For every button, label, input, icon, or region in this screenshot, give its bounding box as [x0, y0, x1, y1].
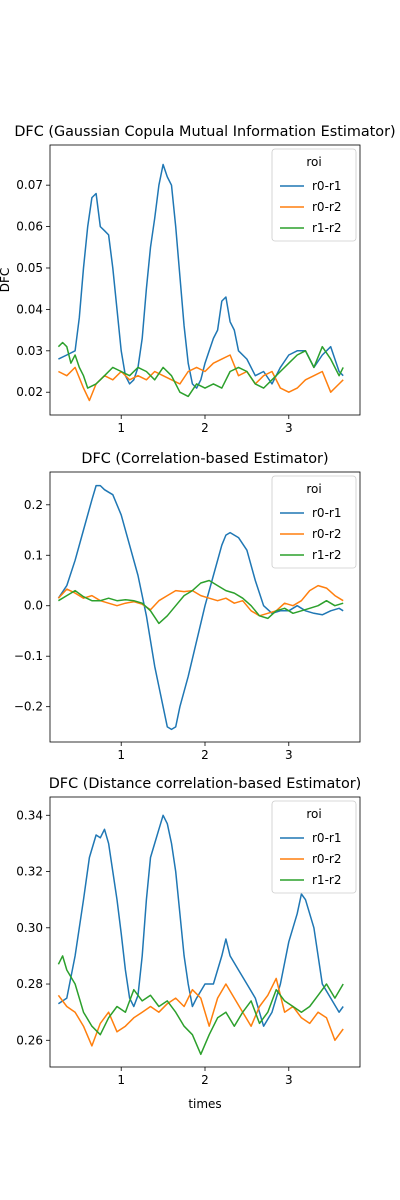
x-tick-label: 3 [285, 421, 293, 435]
y-axis-label: DFC [0, 268, 12, 293]
chart-panel-2: 1 2 3 −0.2 −0.1 0.0 0.1 0.2 DFC (Correlation-bas… [14, 451, 361, 762]
legend-title: roi [306, 807, 321, 821]
series-line-r0-r1 [58, 163, 344, 389]
x-axis-label: times [188, 1097, 221, 1111]
x-tick-label: 1 [117, 421, 125, 435]
y-tick-label: 0.30 [16, 921, 43, 935]
legend-box [271, 475, 357, 569]
legend: roi r0-r1 r0-r2 r1-r2 [271, 148, 357, 242]
x-tick-label: 2 [201, 748, 209, 762]
legend-label-r0-r2: r0-r2 [312, 200, 341, 214]
legend-label-r0-r1: r0-r1 [312, 831, 341, 845]
y-tick-label: 0.02 [16, 385, 43, 399]
y-tick-label: 0.06 [16, 220, 43, 234]
y-tick-label: 0.2 [24, 498, 43, 512]
y-tick-label: 0.05 [16, 261, 43, 275]
chart-panel-3: 1 2 3 0.26 0.28 0.30 0.32 0.34 DFC (Distance cor… [16, 776, 361, 1111]
legend-label-r0-r2: r0-r2 [312, 527, 341, 541]
legend-title: roi [306, 155, 321, 169]
y-tick-label: 0.26 [16, 1033, 43, 1047]
legend: roi r0-r1 r0-r2 r1-r2 [271, 475, 357, 569]
y-tick-label: 0.28 [16, 977, 43, 991]
series-line-r0-r2 [57, 977, 344, 1047]
series-line-r0-r1 [57, 484, 344, 731]
y-tick-label: −0.1 [14, 649, 43, 663]
legend-title: roi [306, 482, 321, 496]
legend-box [271, 148, 357, 242]
series-line-r0-r1 [57, 814, 344, 1027]
y-tick-label: 0.04 [16, 302, 43, 316]
chart-title: DFC (Distance correlation-based Estimato… [49, 776, 362, 792]
legend-label-r1-r2: r1-r2 [312, 221, 341, 235]
y-tick-label: 0.07 [16, 178, 43, 192]
legend-label-r0-r1: r0-r1 [312, 179, 341, 193]
y-tick-label: 0.32 [16, 865, 43, 879]
x-tick-label: 2 [201, 1073, 209, 1087]
y-tick-label: −0.2 [14, 700, 43, 714]
series-line-r1-r2 [57, 955, 344, 1056]
chart-title: DFC (Gaussian Copula Mutual Information … [14, 124, 395, 140]
legend-box [271, 800, 357, 894]
y-tick-label: 0.34 [16, 808, 43, 822]
series-line-r0-r2 [57, 584, 344, 617]
y-tick-label: 0.0 [24, 599, 43, 613]
series-line-r1-r2 [58, 579, 344, 625]
y-tick-label: 0.03 [16, 344, 43, 358]
x-tick-label: 2 [201, 421, 209, 435]
x-tick-label: 1 [117, 748, 125, 762]
x-tick-label: 1 [117, 1073, 125, 1087]
legend: roi r0-r1 r0-r2 r1-r2 [271, 800, 357, 894]
legend-label-r0-r2: r0-r2 [312, 852, 341, 866]
chart-title: DFC (Correlation-based Estimator) [81, 451, 328, 467]
chart-panel-1: 1 2 3 0.02 0.03 0.04 0.05 0.06 0.07 DFC (Gaussian… [0, 124, 396, 435]
y-tick-label: 0.1 [24, 548, 43, 562]
x-tick-label: 3 [285, 748, 293, 762]
series-line-r1-r2 [57, 341, 344, 398]
x-tick-label: 3 [285, 1073, 293, 1087]
legend-label-r0-r1: r0-r1 [312, 506, 341, 520]
legend-label-r1-r2: r1-r2 [312, 548, 341, 562]
legend-label-r1-r2: r1-r2 [312, 873, 341, 887]
